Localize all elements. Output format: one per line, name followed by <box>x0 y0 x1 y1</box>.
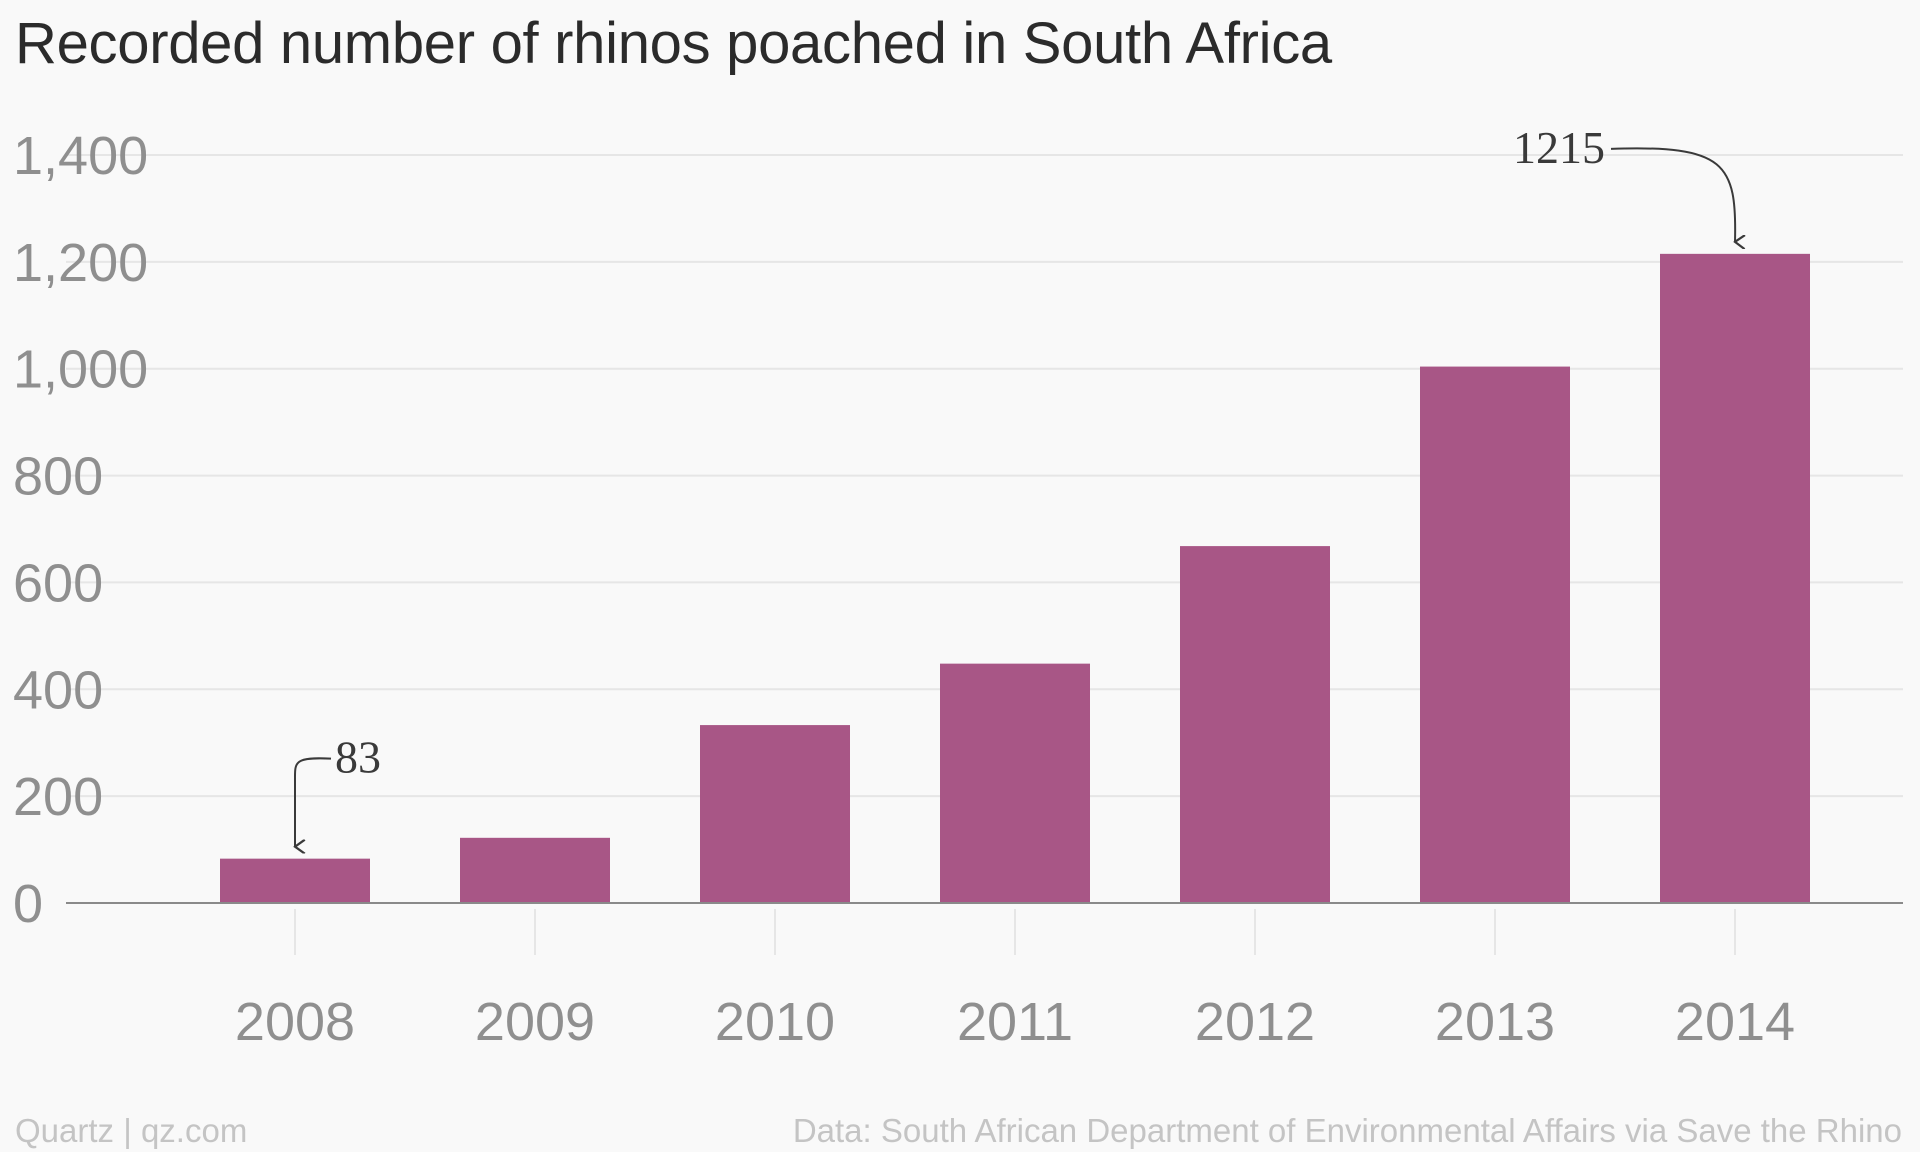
bar-2009 <box>460 837 610 903</box>
bar-2010 <box>700 725 850 903</box>
y-tick-label: 1,200 <box>13 233 148 293</box>
annotation-label: 1215 <box>1513 122 1605 173</box>
x-tick-label: 2011 <box>957 992 1073 1052</box>
chart-title: Recorded number of rhinos poached in Sou… <box>15 11 1332 76</box>
x-axis: 2008 2009 2010 2011 2012 2013 2014 <box>235 909 1795 1052</box>
annotation-arrow <box>295 757 332 846</box>
y-tick-label: 200 <box>13 767 103 827</box>
bar-2013 <box>1420 366 1570 903</box>
bar-2011 <box>940 663 1090 903</box>
y-tick-label: 1,400 <box>13 126 148 186</box>
y-tick-label: 0 <box>13 874 43 934</box>
y-tick-label: 800 <box>13 447 103 507</box>
y-tick-label: 400 <box>13 660 103 720</box>
footer-source-right: Data: South African Department of Enviro… <box>792 1112 1902 1149</box>
annotation-label: 83 <box>335 732 381 783</box>
x-tick-label: 2009 <box>475 992 595 1052</box>
y-tick-label: 1,000 <box>13 340 148 400</box>
footer-source-left: Quartz | qz.com <box>15 1112 248 1149</box>
bar-2008 <box>220 858 370 903</box>
x-tick-label: 2008 <box>235 992 355 1052</box>
bars <box>66 253 1903 904</box>
bar-2012 <box>1180 546 1330 903</box>
y-axis: 0 200 400 600 800 1,000 1,200 1,400 <box>13 126 148 934</box>
annotations: 83 1215 <box>295 122 1735 847</box>
x-tick-label: 2012 <box>1195 992 1315 1052</box>
x-tick-label: 2014 <box>1675 992 1795 1052</box>
x-tick-label: 2013 <box>1435 992 1555 1052</box>
bar-2014 <box>1660 253 1810 904</box>
x-tick-label: 2010 <box>715 992 835 1052</box>
y-tick-label: 600 <box>13 553 103 613</box>
annotation-arrow <box>1610 147 1735 242</box>
